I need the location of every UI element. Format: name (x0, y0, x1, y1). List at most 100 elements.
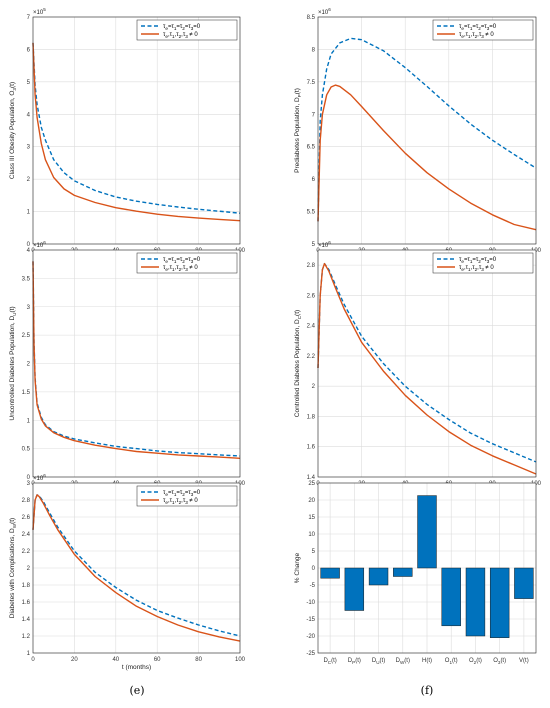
legend-label-delay-zero: τe=τ1=τ2=τ3=0 (163, 490, 201, 497)
axes-frame (32, 482, 241, 654)
legend-box (432, 252, 534, 274)
y-tick-label: 1 (27, 418, 31, 424)
bar-o2t (465, 567, 486, 637)
series-line-delay-nonzero (32, 494, 241, 642)
y-tick-label: 7 (312, 112, 316, 118)
y-tick-label: 2.4 (22, 532, 31, 538)
axes-frame (317, 16, 537, 245)
y-tick-label: 5 (27, 80, 31, 86)
y-tick-label: 15 (308, 515, 315, 521)
legend-box (136, 485, 238, 507)
y-tick-label: 0 (312, 566, 316, 572)
x-tick-label: 100 (531, 481, 542, 487)
plot-area (33, 17, 240, 244)
chart-panel-a: 02040608010001234567t (months)×105τe=τ1=… (9, 7, 246, 262)
y-tick-label: 1 (27, 651, 31, 657)
legend-label-delay-zero: τe=τ1=τ2=τ3=0 (163, 257, 201, 264)
plot-area (318, 250, 536, 477)
panel-label: (e) (129, 684, 144, 697)
axes-frame (32, 16, 241, 245)
y-tick-label: 2.4 (307, 324, 316, 330)
legend-label-delay-nonzero: τe,τ1,τ2,τ3 ≠ 0 (163, 265, 198, 272)
bar-vt (514, 567, 534, 599)
y-tick-label: 25 (308, 481, 315, 487)
y-tick-label: 1.4 (22, 617, 31, 623)
y-tick-label: 2.5 (22, 333, 31, 339)
y-tick-label: 8.5 (307, 15, 316, 21)
bar-dpt (344, 567, 365, 611)
y-tick-label: 3 (27, 145, 31, 151)
y-tick-label: 2 (27, 362, 31, 368)
y-tick-label: 2 (27, 566, 31, 572)
axes-frame (317, 249, 537, 478)
y-tick-label: 1.5 (22, 390, 31, 396)
y-tick-label: -10 (306, 600, 315, 606)
y-tick-label: 1.6 (22, 600, 31, 606)
y-tick-label: 1 (27, 210, 31, 216)
y-tick-label: 1.2 (22, 634, 31, 640)
legend-label-delay-zero: τe=τ1=τ2=τ3=0 (459, 24, 497, 31)
legend-label-delay-nonzero: τe,τ1,τ2,τ3 ≠ 0 (163, 32, 198, 39)
series-line-delay-nonzero (317, 262, 537, 475)
x-tick-label: 100 (235, 248, 246, 254)
y-tick-label: 0 (27, 475, 31, 481)
y-tick-label: 1.8 (22, 583, 31, 589)
series-line-delay-nonzero (317, 84, 537, 231)
y-tick-label: 2.2 (307, 354, 316, 360)
chart-panel-b: 02040608010055.566.577.588.5t (months)×1… (294, 7, 542, 262)
y-tick-label: -20 (306, 634, 315, 640)
x-category-label: V(t) (519, 658, 529, 664)
y-tick-label: 6.5 (307, 145, 316, 151)
x-category-label: H(t) (422, 658, 432, 664)
x-tick-label: 0 (31, 657, 35, 663)
bar-dut (368, 567, 389, 586)
series-line-delay-nonzero (32, 42, 241, 222)
x-category-label: DC(t) (323, 658, 336, 665)
y-tick-label: 0.5 (22, 447, 31, 453)
chart-panel-e: 0 20 40 60 80 100 1 1.2 1.4 1.6 1.8 2 2.2 2.4 2.6 2.8 3 t… (9, 473, 246, 671)
y-tick-label: 5 (312, 549, 316, 555)
y-tick-label: 4 (27, 112, 31, 118)
bar-o3t (489, 567, 510, 638)
legend-label-delay-nonzero: τe,τ1,τ2,τ3 ≠ 0 (459, 265, 494, 272)
y-tick-label: -5 (310, 583, 316, 589)
y-tick-label: 6 (27, 47, 31, 53)
y-tick-label: 7 (27, 15, 31, 21)
y-tick-label: 2.8 (307, 263, 316, 269)
x-tick-label: 100 (531, 248, 542, 254)
y-axis-label: Uncontrolled Diabetes Population, DU(t) (9, 306, 17, 420)
x-category-label: O3(t) (493, 658, 506, 665)
y-tick-label: 5 (312, 242, 316, 248)
y-tick-label: 7.5 (307, 80, 316, 86)
y-tick-label: -25 (306, 651, 315, 657)
y-tick-label: 8 (312, 47, 316, 53)
y-tick-label: 1.6 (307, 445, 316, 451)
y-tick-label: 2.2 (22, 549, 31, 555)
x-category-label: O1(t) (445, 658, 458, 665)
y-tick-label: 4 (27, 248, 31, 254)
series-line-delay-nonzero (32, 261, 241, 459)
panel-label: (f) (421, 684, 434, 697)
legend-label-delay-zero: τe=τ1=τ2=τ3=0 (163, 24, 201, 31)
legend-box (432, 19, 534, 41)
bar-o1t (441, 567, 461, 627)
y-tick-label: 2.6 (307, 293, 316, 299)
y-tick-label: 1.8 (307, 414, 316, 420)
x-tick-label: 20 (71, 657, 78, 663)
legend-label-delay-zero: τe=τ1=τ2=τ3=0 (459, 257, 497, 264)
x-category-label: DP(t) (348, 658, 361, 665)
x-tick-label: 80 (195, 657, 202, 663)
x-category-label: O2(t) (469, 658, 482, 665)
x-tick-label: 40 (112, 657, 119, 663)
y-axis-label: Diabetes with Complications, DW(t) (9, 518, 17, 618)
axes-frame (317, 482, 537, 654)
bar-dct (320, 567, 340, 579)
y-tick-label: 3 (27, 481, 31, 487)
y-axis-multiplier: ×106 (33, 240, 46, 249)
series-line-delay-zero (317, 262, 537, 463)
bar-ht (417, 495, 437, 569)
chart-panel-c: 02040608010000.511.522.533.54t (months)×… (9, 240, 246, 495)
bar-dwt (393, 567, 413, 577)
legend-box (136, 19, 238, 41)
